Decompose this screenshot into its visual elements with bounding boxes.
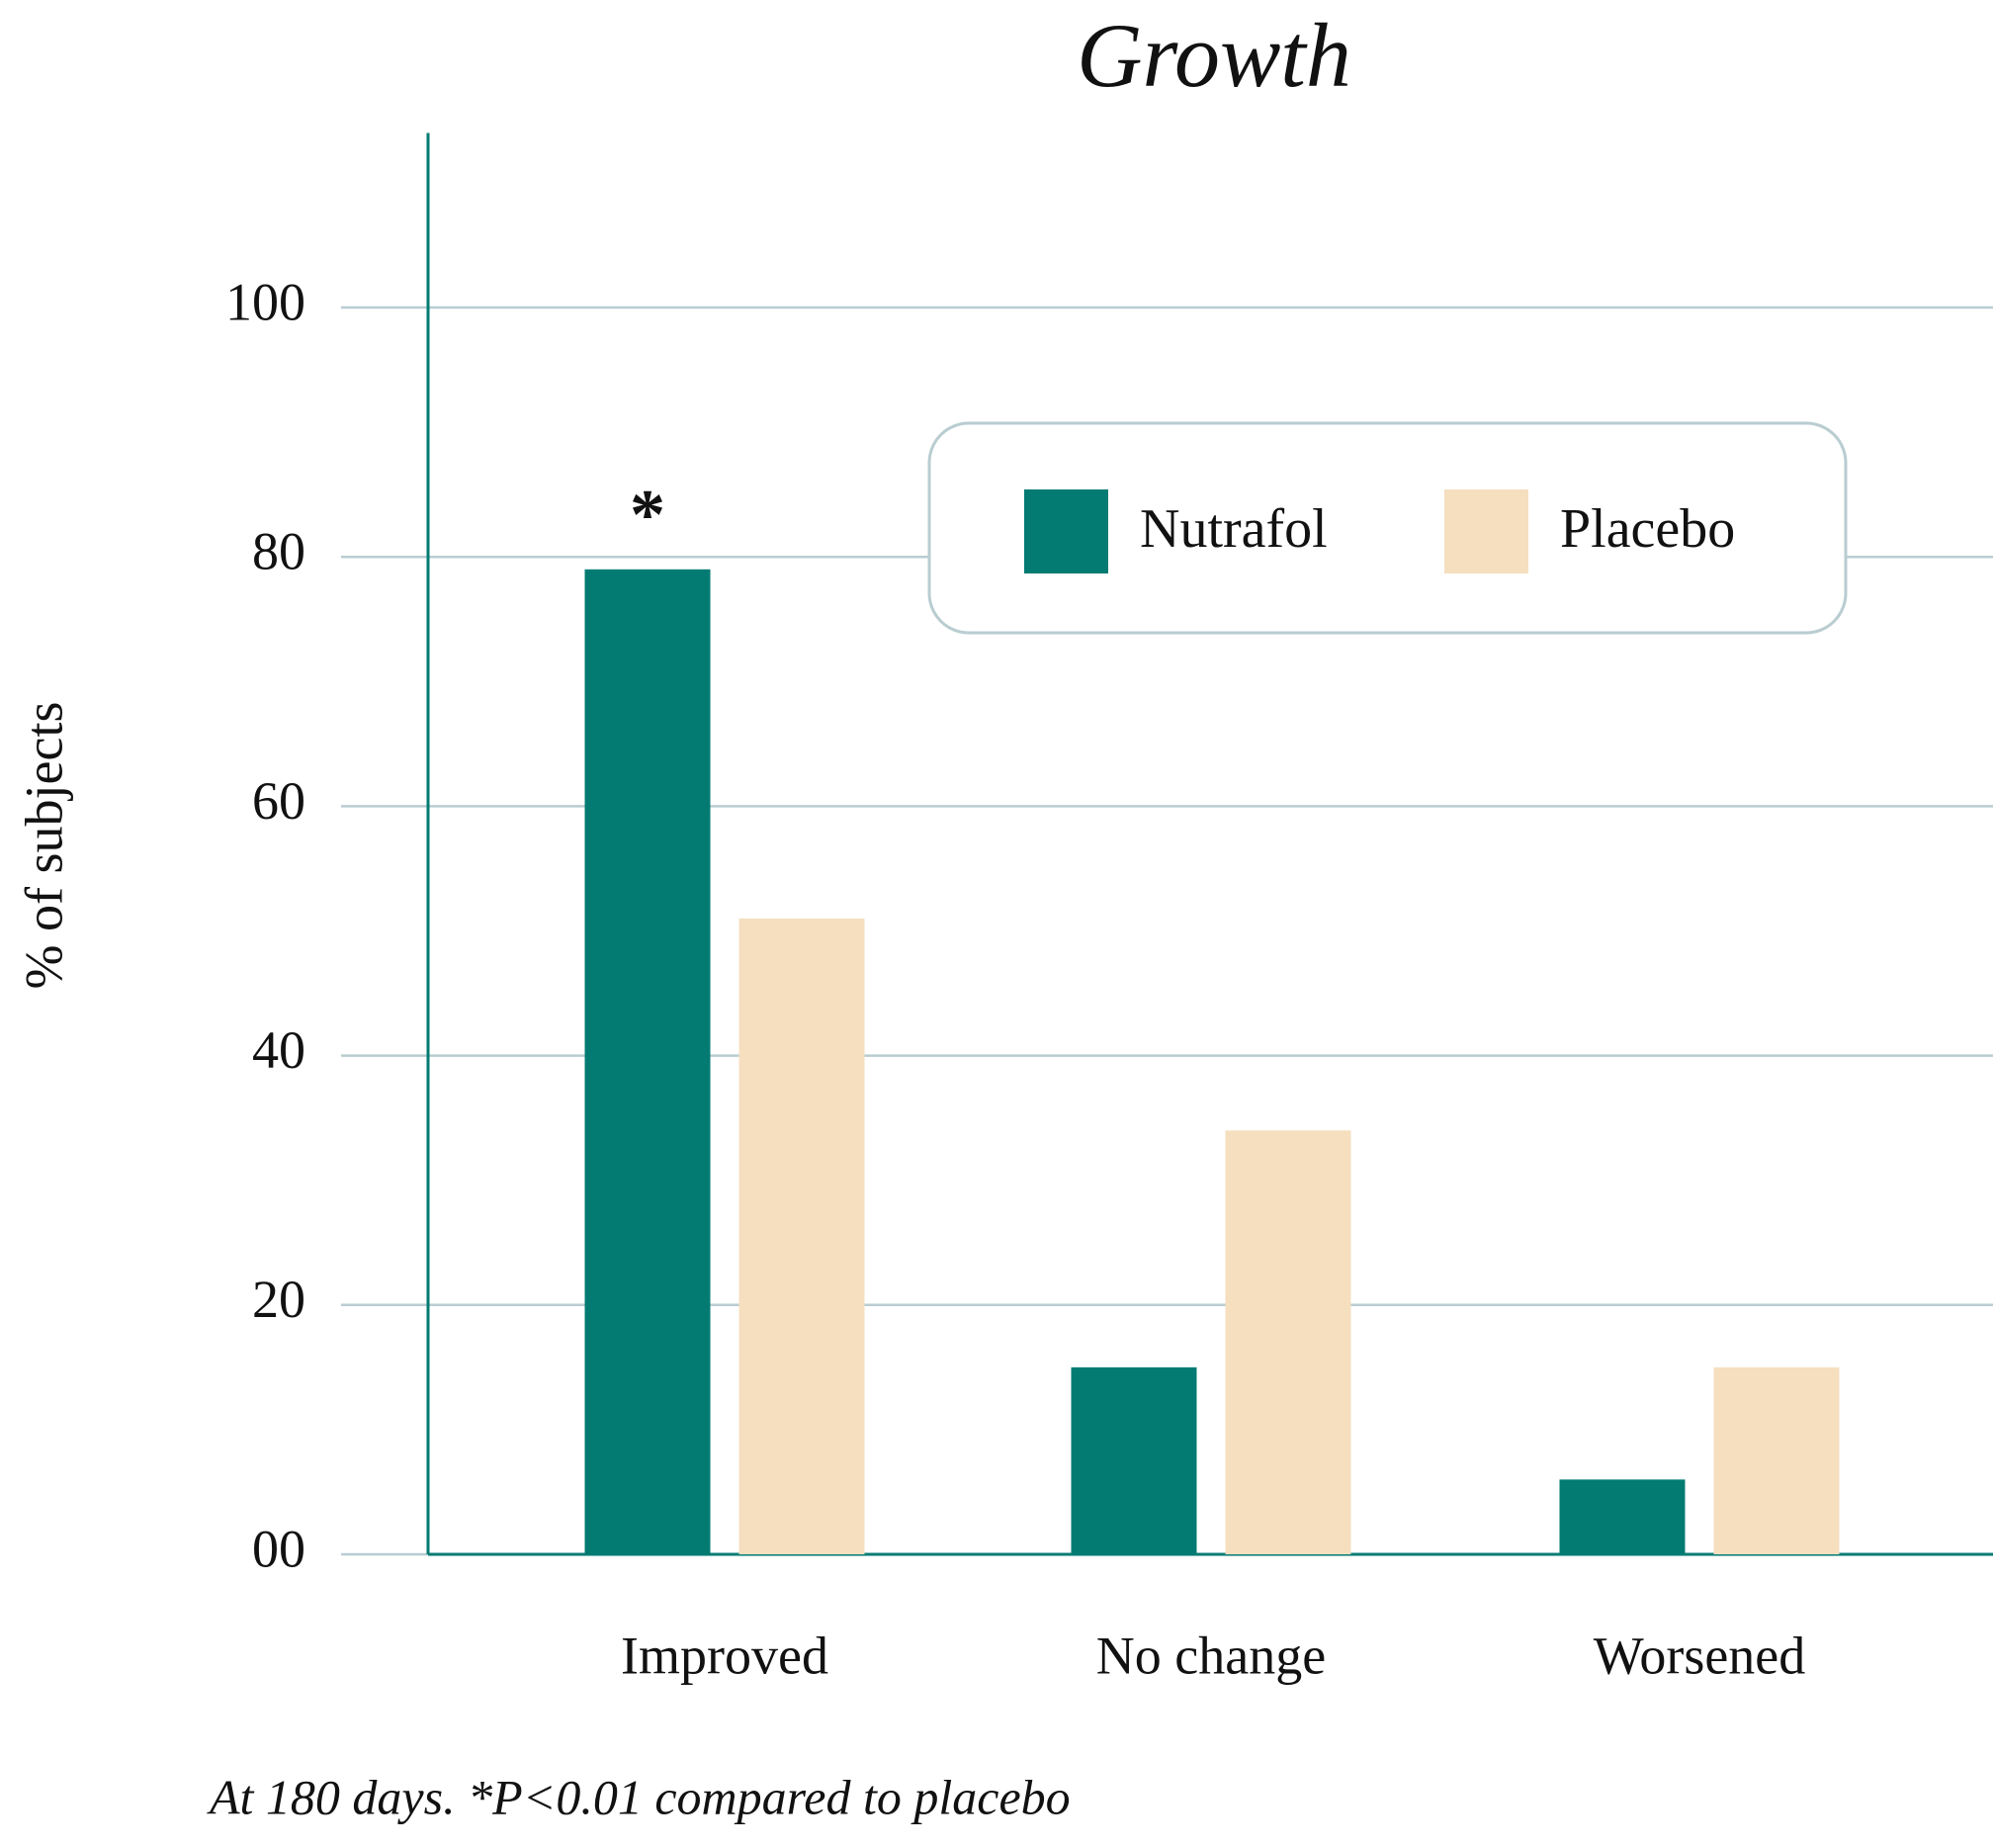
legend-box	[927, 421, 1848, 635]
bar	[1559, 1479, 1686, 1554]
y-tick-label: 20	[252, 1270, 305, 1329]
bar	[1071, 1366, 1197, 1554]
bar	[1225, 1130, 1351, 1554]
y-tick-label: 80	[252, 522, 305, 581]
chart-title: Growth	[1077, 5, 1351, 106]
bar	[584, 569, 711, 1554]
legend-swatch	[1024, 489, 1108, 573]
bar	[1713, 1366, 1840, 1554]
y-tick-label: 00	[252, 1519, 305, 1578]
y-tick-label: 100	[225, 272, 305, 331]
legend-label: Nutrafol	[1140, 498, 1328, 560]
x-tick-label: Improved	[621, 1626, 828, 1685]
legend-swatch	[1444, 489, 1528, 573]
y-axis-label: % of subjects	[14, 702, 73, 990]
footnote: At 180 days. *P<0.01 compared to placebo	[207, 1769, 1071, 1824]
y-tick-label: 60	[252, 771, 305, 831]
x-tick-label: Worsened	[1594, 1626, 1806, 1685]
annotation: *	[630, 475, 665, 554]
y-tick-label: 40	[252, 1020, 305, 1080]
x-tick-label: No change	[1096, 1626, 1326, 1685]
bar	[738, 918, 865, 1554]
legend-label: Placebo	[1560, 498, 1735, 560]
